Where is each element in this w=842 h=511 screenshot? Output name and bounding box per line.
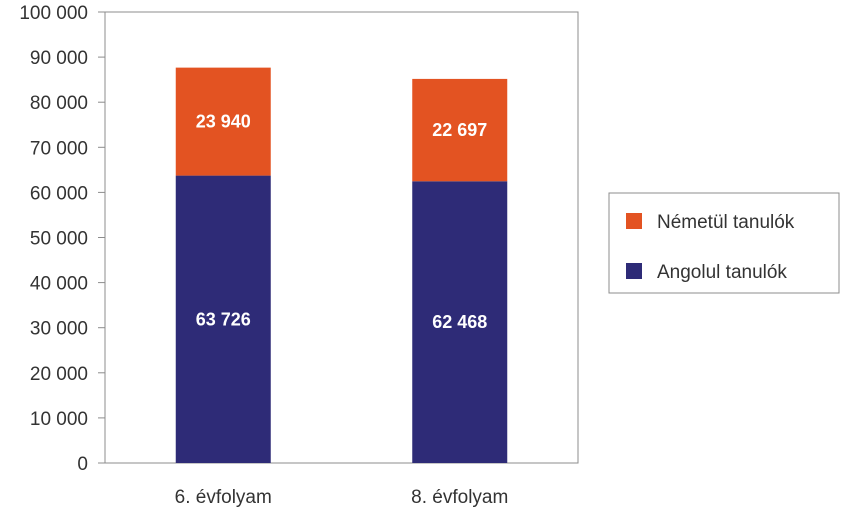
y-tick-label: 40 000	[30, 274, 88, 295]
category-label: 8. évfolyam	[411, 487, 508, 508]
y-tick-label: 50 000	[30, 229, 88, 250]
y-tick-label: 30 000	[30, 319, 88, 340]
data-label: 62 468	[432, 312, 487, 332]
bar-segment	[412, 78, 508, 182]
y-tick-label: 20 000	[30, 364, 88, 385]
y-tick-label: 10 000	[30, 409, 88, 430]
bar-segment	[175, 175, 271, 463]
plot-area: 0 10 000 20 000 30 000 40 000 50 000 60 000 70 …	[19, 3, 579, 508]
legend-label: Németül tanulók	[657, 212, 795, 233]
y-tick-label: 90 000	[30, 48, 88, 69]
legend-swatch	[626, 213, 642, 229]
legend: Németül tanulók Angolul tanulók	[608, 192, 840, 294]
legend-label: Angolul tanulók	[657, 262, 787, 283]
bar-segment	[175, 67, 271, 176]
category-label: 6. évfolyam	[175, 487, 272, 508]
data-label: 63 726	[196, 309, 251, 329]
y-tick-label: 100 000	[19, 3, 88, 24]
data-label: 22 697	[432, 120, 487, 140]
y-tick-label: 0	[77, 454, 88, 475]
y-tick-label: 80 000	[30, 93, 88, 114]
y-tick-label: 70 000	[30, 138, 88, 159]
legend-swatch	[626, 263, 642, 279]
y-tick-label: 60 000	[30, 183, 88, 204]
bar-segment	[412, 181, 508, 463]
legend-box	[608, 192, 840, 294]
data-label: 23 940	[196, 112, 251, 132]
